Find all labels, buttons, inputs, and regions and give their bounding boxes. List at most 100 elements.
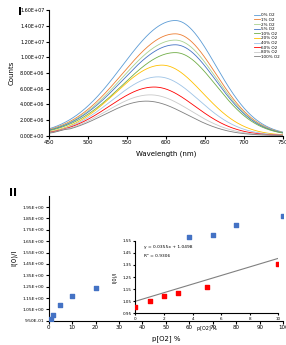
2% O2	[88, 107, 92, 111]
Point	[234, 222, 239, 227]
Text: I: I	[18, 7, 22, 17]
100% O2	[204, 121, 207, 126]
80% O2	[281, 133, 285, 137]
80% O2	[153, 93, 157, 97]
Line: 100% O2: 100% O2	[49, 101, 283, 136]
0% O2	[153, 27, 156, 31]
100% O2	[88, 119, 92, 124]
5% O2	[153, 49, 156, 53]
20% O2	[107, 97, 111, 101]
Line: 20% O2: 20% O2	[49, 65, 283, 135]
10% O2	[153, 57, 156, 61]
0% O2	[224, 80, 227, 84]
100% O2	[186, 113, 189, 117]
10% O2	[224, 95, 227, 99]
40% O2	[47, 130, 50, 134]
2% O2	[204, 61, 207, 66]
60% O2	[107, 105, 111, 109]
0% O2	[88, 102, 92, 106]
20% O2	[153, 64, 156, 68]
5% O2	[173, 43, 177, 47]
10% O2	[281, 131, 285, 135]
60% O2	[153, 85, 156, 89]
80% O2	[47, 131, 50, 135]
1% O2	[47, 128, 50, 132]
20% O2	[204, 94, 207, 98]
Line: 40% O2: 40% O2	[49, 77, 283, 135]
20% O2	[281, 133, 285, 137]
40% O2	[186, 88, 189, 92]
1% O2	[204, 57, 207, 61]
60% O2	[186, 99, 189, 103]
Text: II: II	[9, 188, 17, 198]
2% O2	[153, 45, 156, 49]
1% O2	[173, 32, 177, 36]
X-axis label: p[O2] %: p[O2] %	[152, 336, 180, 342]
1% O2	[224, 86, 227, 90]
5% O2	[107, 92, 111, 96]
Line: 60% O2: 60% O2	[49, 87, 283, 135]
2% O2	[47, 128, 50, 132]
10% O2	[47, 129, 50, 133]
0% O2	[186, 23, 189, 28]
100% O2	[153, 100, 157, 104]
0% O2	[47, 127, 50, 131]
5% O2	[224, 91, 227, 96]
60% O2	[224, 123, 227, 127]
80% O2	[224, 126, 227, 130]
0% O2	[204, 47, 207, 51]
10% O2	[107, 96, 111, 100]
1% O2	[281, 130, 285, 135]
100% O2	[281, 134, 285, 138]
Point	[164, 256, 168, 262]
Point	[58, 302, 63, 308]
0% O2	[281, 130, 285, 134]
10% O2	[88, 111, 92, 115]
Line: 1% O2: 1% O2	[49, 34, 283, 132]
Point	[140, 279, 145, 284]
20% O2	[224, 113, 227, 117]
10% O2	[186, 54, 189, 58]
Line: 2% O2: 2% O2	[49, 40, 283, 133]
60% O2	[281, 133, 285, 137]
60% O2	[153, 85, 157, 89]
60% O2	[47, 130, 50, 135]
0% O2	[173, 18, 177, 22]
20% O2	[160, 63, 164, 67]
Line: 5% O2: 5% O2	[49, 45, 283, 133]
2% O2	[281, 131, 285, 135]
40% O2	[88, 114, 92, 118]
80% O2	[204, 117, 207, 121]
Legend: 0% O2, 1% O2, 2% O2, 5% O2, 10% O2, 20% O2, 40% O2, 60% O2, 80% O2, 100% O2: 0% O2, 1% O2, 2% O2, 5% O2, 10% O2, 20% …	[254, 12, 281, 60]
5% O2	[281, 131, 285, 135]
20% O2	[186, 76, 189, 80]
20% O2	[47, 130, 50, 134]
Point	[210, 232, 215, 238]
1% O2	[153, 39, 156, 43]
2% O2	[107, 90, 111, 94]
5% O2	[88, 109, 92, 113]
2% O2	[224, 89, 227, 93]
1% O2	[88, 106, 92, 110]
100% O2	[47, 131, 50, 135]
100% O2	[145, 99, 148, 103]
Point	[93, 285, 98, 290]
40% O2	[107, 101, 111, 105]
40% O2	[153, 75, 156, 79]
80% O2	[88, 118, 92, 122]
Point	[51, 313, 55, 318]
80% O2	[149, 93, 152, 97]
40% O2	[281, 133, 285, 137]
Line: 80% O2: 80% O2	[49, 95, 283, 135]
60% O2	[88, 116, 92, 120]
10% O2	[173, 50, 177, 55]
Point	[187, 234, 192, 239]
Point	[70, 294, 74, 299]
Y-axis label: I(0)/I: I(0)/I	[11, 250, 17, 266]
Line: 0% O2: 0% O2	[49, 20, 283, 132]
40% O2	[224, 119, 227, 123]
Point	[281, 213, 285, 218]
1% O2	[107, 87, 111, 91]
5% O2	[186, 47, 189, 51]
100% O2	[107, 110, 111, 115]
